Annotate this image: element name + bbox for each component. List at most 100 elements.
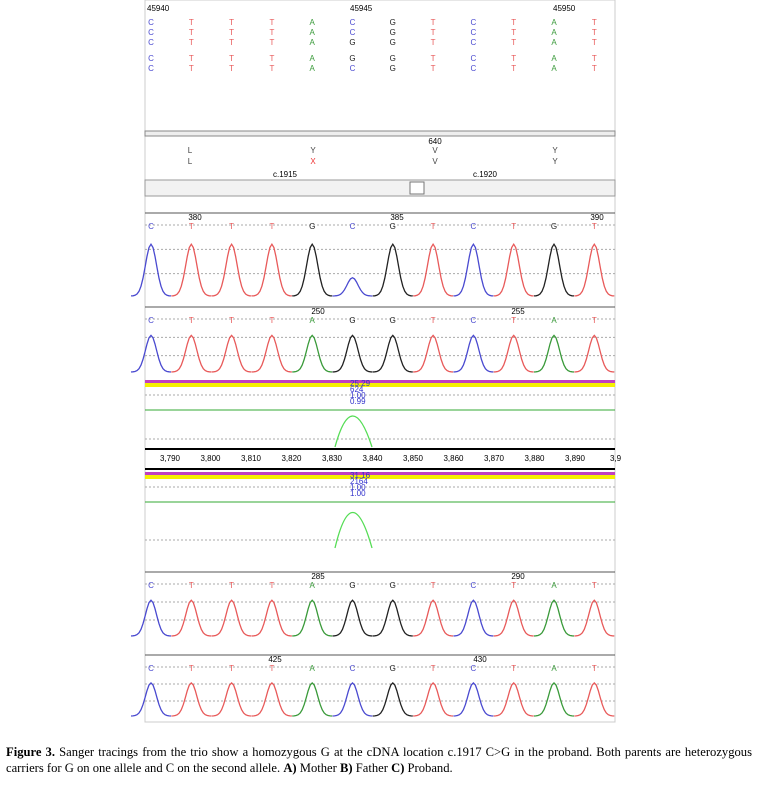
trace-base: T	[431, 581, 436, 590]
base: T	[189, 28, 194, 37]
trace-base: C	[148, 664, 154, 673]
part-label: Mother	[299, 761, 337, 775]
trace-base: G	[551, 222, 557, 231]
peak	[332, 276, 373, 297]
part-key: B)	[340, 761, 353, 775]
base: T	[229, 54, 234, 63]
peak	[533, 681, 575, 717]
base: G	[390, 64, 396, 73]
amino-acid: L	[188, 157, 193, 166]
trace-base: T	[229, 222, 234, 231]
base: T	[189, 38, 194, 47]
trace-base: G	[390, 664, 396, 673]
position-label: 45950	[553, 4, 576, 13]
figure-frame	[144, 0, 616, 723]
amino-acid: Y	[310, 146, 316, 155]
peak	[493, 242, 534, 297]
axis-label: 3,840	[362, 454, 383, 463]
trace-base: T	[189, 222, 194, 231]
base: C	[148, 18, 154, 27]
part-key: C)	[391, 761, 405, 775]
peak	[211, 681, 252, 717]
amino-acid: Y	[552, 146, 558, 155]
base: T	[269, 28, 274, 37]
trace-number: 285	[311, 572, 325, 581]
peak	[171, 242, 212, 297]
trace-number: 380	[188, 213, 202, 222]
quality-value: 1.00	[350, 391, 366, 400]
quality-peak	[334, 512, 373, 549]
peak	[574, 681, 615, 717]
trace-number: 385	[390, 213, 404, 222]
axis-label: 3,880	[524, 454, 545, 463]
base: T	[229, 64, 234, 73]
axis-label: 3,800	[200, 454, 221, 463]
base: T	[592, 64, 597, 73]
trace-base: A	[310, 316, 316, 325]
trace-base: G	[349, 581, 355, 590]
trace-base: G	[390, 316, 396, 325]
peak	[332, 599, 373, 637]
base: A	[310, 64, 316, 73]
base: T	[431, 38, 436, 47]
base: G	[390, 28, 396, 37]
trace-base: T	[592, 581, 597, 590]
quality-peak	[334, 415, 373, 448]
peak	[130, 681, 172, 717]
base: A	[310, 18, 316, 27]
trace-base: T	[269, 664, 274, 673]
peak	[292, 681, 333, 717]
base: T	[511, 18, 516, 27]
cdna-label: c.1920	[473, 170, 498, 179]
axis-label: 3,890	[565, 454, 586, 463]
base: T	[229, 18, 234, 27]
base: G	[390, 38, 396, 47]
peak	[211, 334, 252, 373]
peak	[533, 599, 575, 637]
trace-base: A	[551, 664, 557, 673]
base: T	[511, 28, 516, 37]
amino-acid: X	[310, 157, 316, 166]
peak	[130, 242, 172, 297]
trace-base: G	[390, 581, 396, 590]
peak	[493, 334, 534, 373]
trace-base: C	[471, 664, 477, 673]
base: G	[390, 18, 396, 27]
peak	[413, 242, 454, 297]
base: C	[148, 64, 154, 73]
peak	[493, 599, 534, 637]
base: A	[551, 54, 557, 63]
quality-value: 1.00	[350, 483, 366, 492]
base: T	[229, 38, 234, 47]
quality-value: 624	[350, 385, 364, 394]
base: T	[592, 18, 597, 27]
axis-label: 3,790	[160, 454, 181, 463]
peak	[574, 599, 615, 637]
amino-acid: Y	[552, 157, 558, 166]
base: A	[551, 28, 557, 37]
trace-base: T	[511, 581, 516, 590]
trace-number: 425	[268, 655, 282, 664]
trace-base: T	[592, 222, 597, 231]
trace-base: T	[511, 316, 516, 325]
quality-value: 31.16	[350, 471, 371, 480]
base: T	[431, 64, 436, 73]
base: T	[592, 38, 597, 47]
peak	[171, 681, 212, 717]
peak	[453, 599, 494, 637]
base: A	[310, 38, 316, 47]
base: T	[511, 64, 516, 73]
axis-label: 3,830	[322, 454, 343, 463]
trace-base: T	[189, 316, 194, 325]
peak	[251, 681, 292, 717]
base: A	[310, 54, 316, 63]
peak	[251, 242, 292, 297]
trace-base: A	[310, 664, 316, 673]
base: T	[229, 28, 234, 37]
band-magenta	[145, 380, 615, 383]
amino-acid: L	[188, 146, 193, 155]
cdna-label: c.1915	[273, 170, 298, 179]
trace-base: C	[148, 222, 154, 231]
band-yellow	[145, 383, 615, 387]
